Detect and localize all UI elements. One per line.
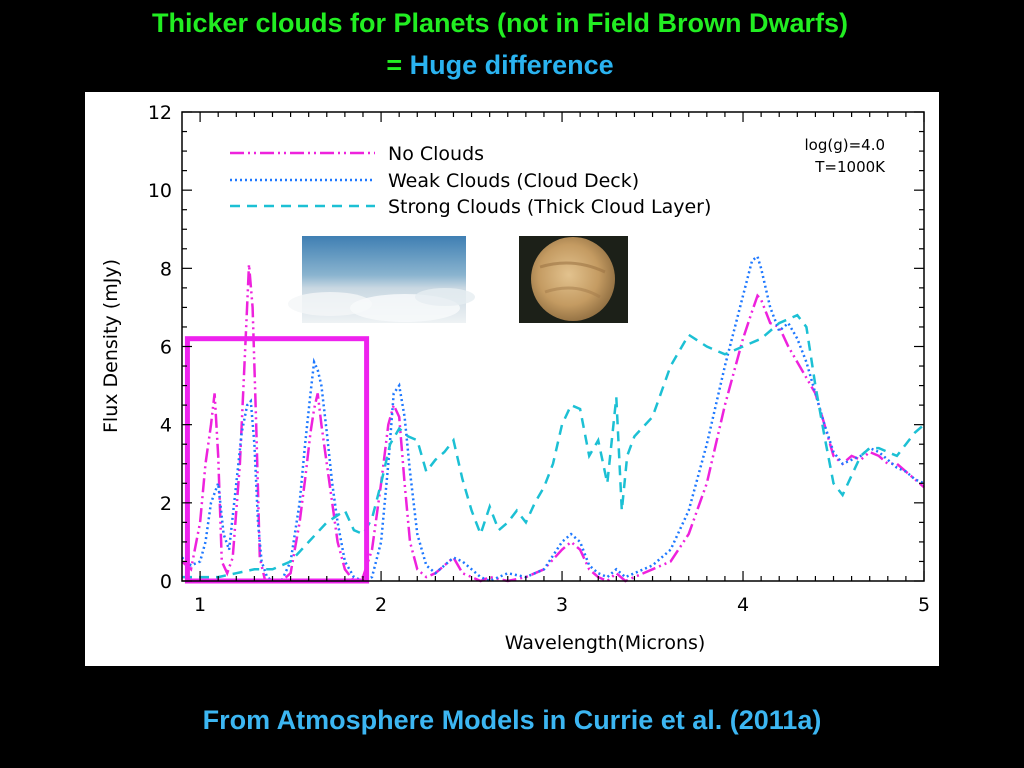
series-line-strong-clouds: [182, 313, 925, 579]
y-tick-label: 2: [160, 493, 172, 515]
cloud-layer-photo: [288, 236, 475, 323]
title-line2-text: Huge difference: [402, 50, 614, 80]
series-layer: [181, 254, 925, 583]
chart-panel: 1 2 3 4 5 0 2 4 6 8 10 12 Wavelength(Microns) Flux …: [85, 92, 939, 666]
legend-label-no-clouds: No Clouds: [388, 143, 484, 165]
title-equals-sign: =: [386, 50, 403, 80]
highlight-box: [184, 336, 370, 584]
y-tick-label: 8: [160, 258, 172, 280]
legend: No Clouds Weak Clouds (Cloud Deck) Stron…: [230, 143, 711, 218]
y-tick-label: 4: [160, 415, 172, 437]
legend-label-strong-clouds: Strong Clouds (Thick Cloud Layer): [388, 196, 711, 218]
x-tick-label: 5: [918, 594, 930, 616]
y-tick-label: 0: [160, 571, 172, 593]
x-tick-label: 3: [556, 594, 568, 616]
slide-title-line1: Thicker clouds for Planets (not in Field…: [151, 8, 849, 38]
y-tick-label: 12: [148, 102, 172, 124]
slide-title-line2: = Huge difference: [0, 50, 1000, 81]
annotation-logg: log(g)=4.0: [804, 136, 885, 154]
x-axis-label: Wavelength(Microns): [505, 632, 706, 654]
x-tick-label: 2: [375, 594, 387, 616]
x-tick-label: 4: [737, 594, 749, 616]
y-axis-label: Flux Density (mJy): [100, 259, 122, 433]
series-line-no-clouds: [181, 264, 925, 583]
venus-photo: [519, 236, 628, 323]
legend-label-weak-clouds: Weak Clouds (Cloud Deck): [388, 170, 639, 192]
y-tick-label: 6: [160, 337, 172, 359]
slide-footer-citation: From Atmosphere Models in Currie et al. …: [202, 705, 822, 735]
annotation-temperature: T=1000K: [814, 158, 886, 176]
x-tick-label: 1: [194, 594, 206, 616]
y-tick-label: 10: [148, 180, 172, 202]
